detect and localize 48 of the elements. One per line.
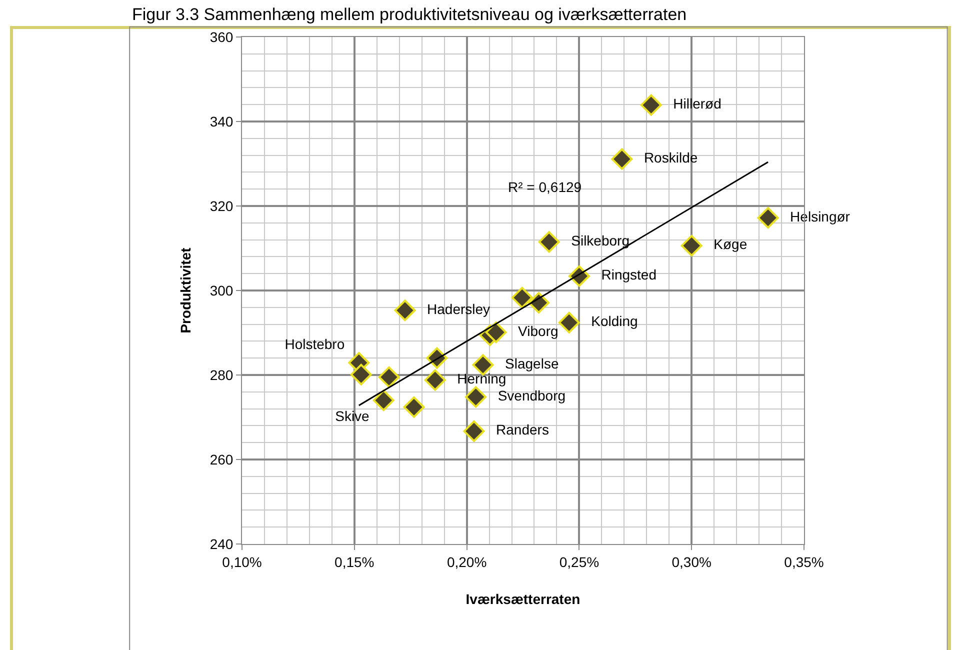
data-label: Silkeborg — [559, 232, 630, 248]
y-axis-title: Produktivitet — [177, 247, 194, 334]
x-tick-label: 0,35% — [784, 554, 824, 570]
y-tick-label: 340 — [210, 113, 234, 130]
point — [372, 390, 394, 412]
point — [485, 322, 507, 344]
y-tick-label: 300 — [210, 282, 234, 298]
y-tick-label: 280 — [210, 366, 234, 383]
point — [350, 364, 372, 386]
data-label: Hadersley — [415, 300, 490, 317]
point — [757, 207, 779, 229]
x-tick-label: 0,25% — [559, 554, 600, 570]
chart-title: Figur 3.3 Sammenhæng mellem produktivitetsniveau og iværksætterraten — [132, 5, 687, 24]
data-label: Herning — [445, 370, 506, 387]
point — [611, 148, 633, 170]
data-label: Hillerød — [662, 96, 722, 112]
point — [558, 312, 580, 334]
point — [640, 94, 662, 116]
data-label: Viborg — [506, 322, 558, 339]
point — [463, 420, 485, 442]
data-label: Holstebro — [284, 336, 349, 352]
point — [465, 386, 487, 408]
data-label: Køge — [702, 236, 748, 252]
x-axis-title: Iværksætterraten — [466, 591, 580, 608]
y-tick-label: 360 — [210, 28, 234, 45]
data-label: Randers — [484, 422, 549, 438]
point — [378, 366, 400, 388]
data-label: Helsingør — [778, 208, 850, 224]
point — [424, 369, 446, 391]
x-tick-label: 0,15% — [334, 554, 374, 570]
point — [680, 234, 702, 256]
x-tick-label: 0,20% — [446, 554, 487, 570]
point — [511, 286, 533, 308]
annotation: R² = 0,6129 — [508, 179, 582, 195]
x-tick-label: 0,10% — [222, 554, 262, 570]
data-label: Svendborg — [486, 387, 566, 404]
point — [394, 300, 416, 322]
point — [403, 396, 425, 418]
y-tick-label: 260 — [210, 451, 234, 468]
y-tick-label: 240 — [210, 536, 234, 552]
data-label: Slagelse — [493, 355, 559, 372]
point — [538, 231, 560, 253]
data-label: Roskilde — [632, 150, 698, 166]
data-label: Skive — [335, 408, 374, 424]
data-label: Kolding — [579, 313, 638, 330]
data-label: Ringsted — [590, 266, 657, 283]
y-tick-label: 320 — [210, 198, 234, 214]
x-tick-label: 0,30% — [672, 554, 712, 570]
